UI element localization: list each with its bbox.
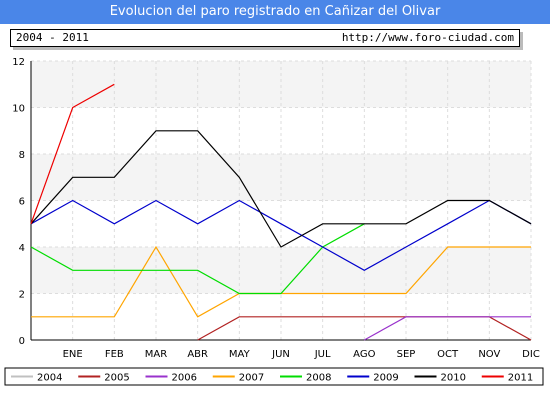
x-tick-label: JUL: [314, 349, 331, 360]
legend-label: 2009: [373, 373, 398, 384]
x-tick-label: FEB: [105, 349, 124, 360]
x-tick-label: JUN: [271, 349, 290, 360]
legend-label: 2005: [104, 373, 129, 384]
legend-label: 2008: [306, 373, 331, 384]
y-tick-label: 6: [19, 197, 25, 208]
legend-box: [4, 367, 544, 386]
series-line-2008: [30, 223, 365, 295]
y-tick-label: 2: [19, 290, 25, 301]
series-line-2009: [30, 199, 532, 271]
x-tick-label: MAR: [145, 349, 167, 360]
legend-label: 2007: [239, 373, 264, 384]
x-tick-label: AGO: [353, 349, 375, 360]
x-tick-label: MAY: [229, 349, 251, 360]
legend-label: 2006: [172, 373, 197, 384]
y-tick-label: 12: [12, 57, 25, 68]
series-line-2006: [364, 316, 531, 341]
x-tick-label: NOV: [478, 349, 500, 360]
title-bar: Evolucion del paro registrado en Cañizar…: [0, 0, 550, 24]
legend-label: 2011: [508, 373, 533, 384]
axes: 0 2 4 6 8 10 12 ENE FEB MAR ABR MAY JUN JUL AGO SEP OCT N…: [12, 57, 540, 360]
chart-title: Evolucion del paro registrado en Cañizar…: [109, 4, 441, 19]
legend: 2004 2005 2006 2007 2008 2009 2010 2011: [4, 367, 544, 386]
source-url[interactable]: http://www.foro-ciudad.com: [341, 31, 514, 44]
series-line-2011: [30, 83, 115, 225]
x-tick-label: SEP: [397, 349, 416, 360]
series-lines: [30, 83, 532, 341]
y-tick-label: 10: [12, 104, 25, 115]
y-tick-label: 4: [19, 243, 25, 254]
legend-label: 2004: [37, 373, 62, 384]
x-tick-label: ENE: [63, 349, 83, 360]
period-label: 2004 - 2011: [16, 31, 89, 44]
y-tick-label: 8: [19, 150, 25, 161]
x-tick-label: ABR: [187, 349, 208, 360]
series-line-2010: [30, 130, 532, 248]
x-tick-label: DIC: [522, 349, 540, 360]
subtitle-box: 2004 - 2011 http://www.foro-ciudad.com: [10, 29, 520, 47]
x-tick-label: OCT: [437, 349, 459, 360]
y-tick-label: 0: [19, 336, 25, 347]
legend-label: 2010: [441, 373, 466, 384]
